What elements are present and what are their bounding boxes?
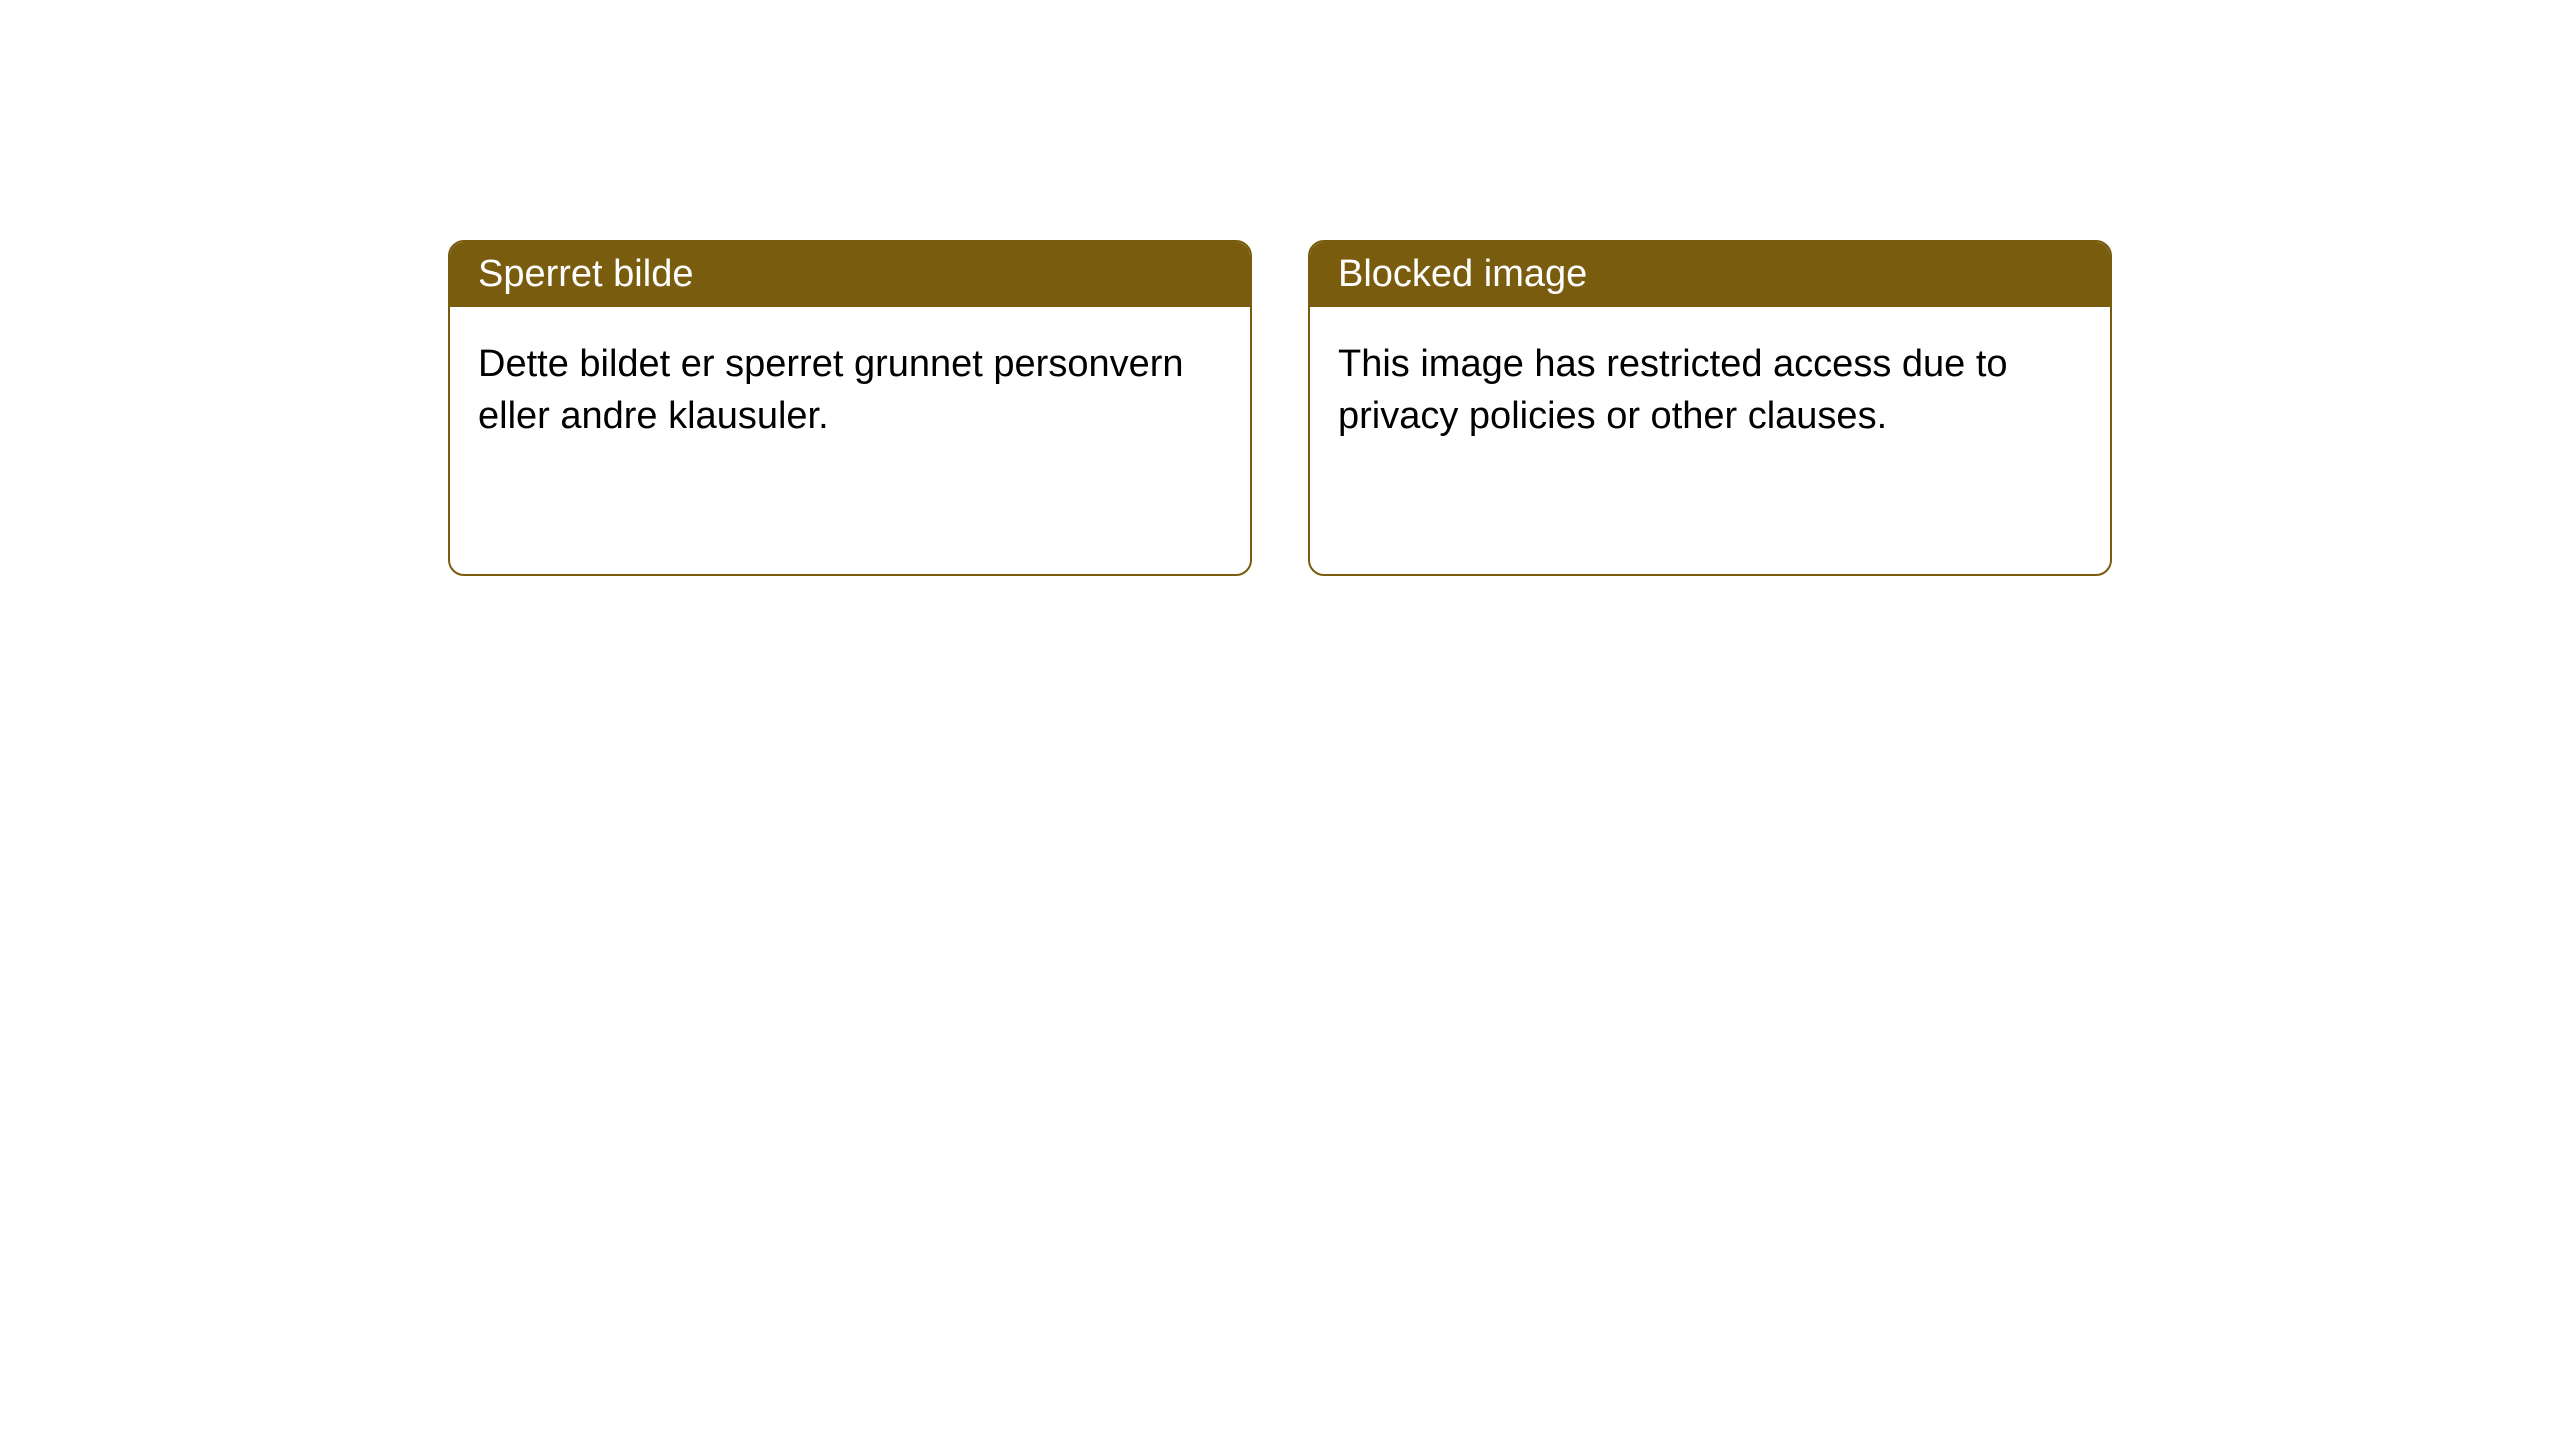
card-body: This image has restricted access due to …: [1310, 307, 2110, 474]
notice-card-english: Blocked image This image has restricted …: [1308, 240, 2112, 576]
card-title: Sperret bilde: [478, 253, 693, 295]
card-header: Sperret bilde: [450, 242, 1250, 307]
card-body: Dette bildet er sperret grunnet personve…: [450, 307, 1250, 474]
card-title: Blocked image: [1338, 253, 1587, 295]
card-message: Dette bildet er sperret grunnet personve…: [478, 343, 1184, 436]
card-header: Blocked image: [1310, 242, 2110, 307]
notice-container: Sperret bilde Dette bildet er sperret gr…: [0, 0, 2560, 576]
notice-card-norwegian: Sperret bilde Dette bildet er sperret gr…: [448, 240, 1252, 576]
card-message: This image has restricted access due to …: [1338, 343, 2008, 436]
